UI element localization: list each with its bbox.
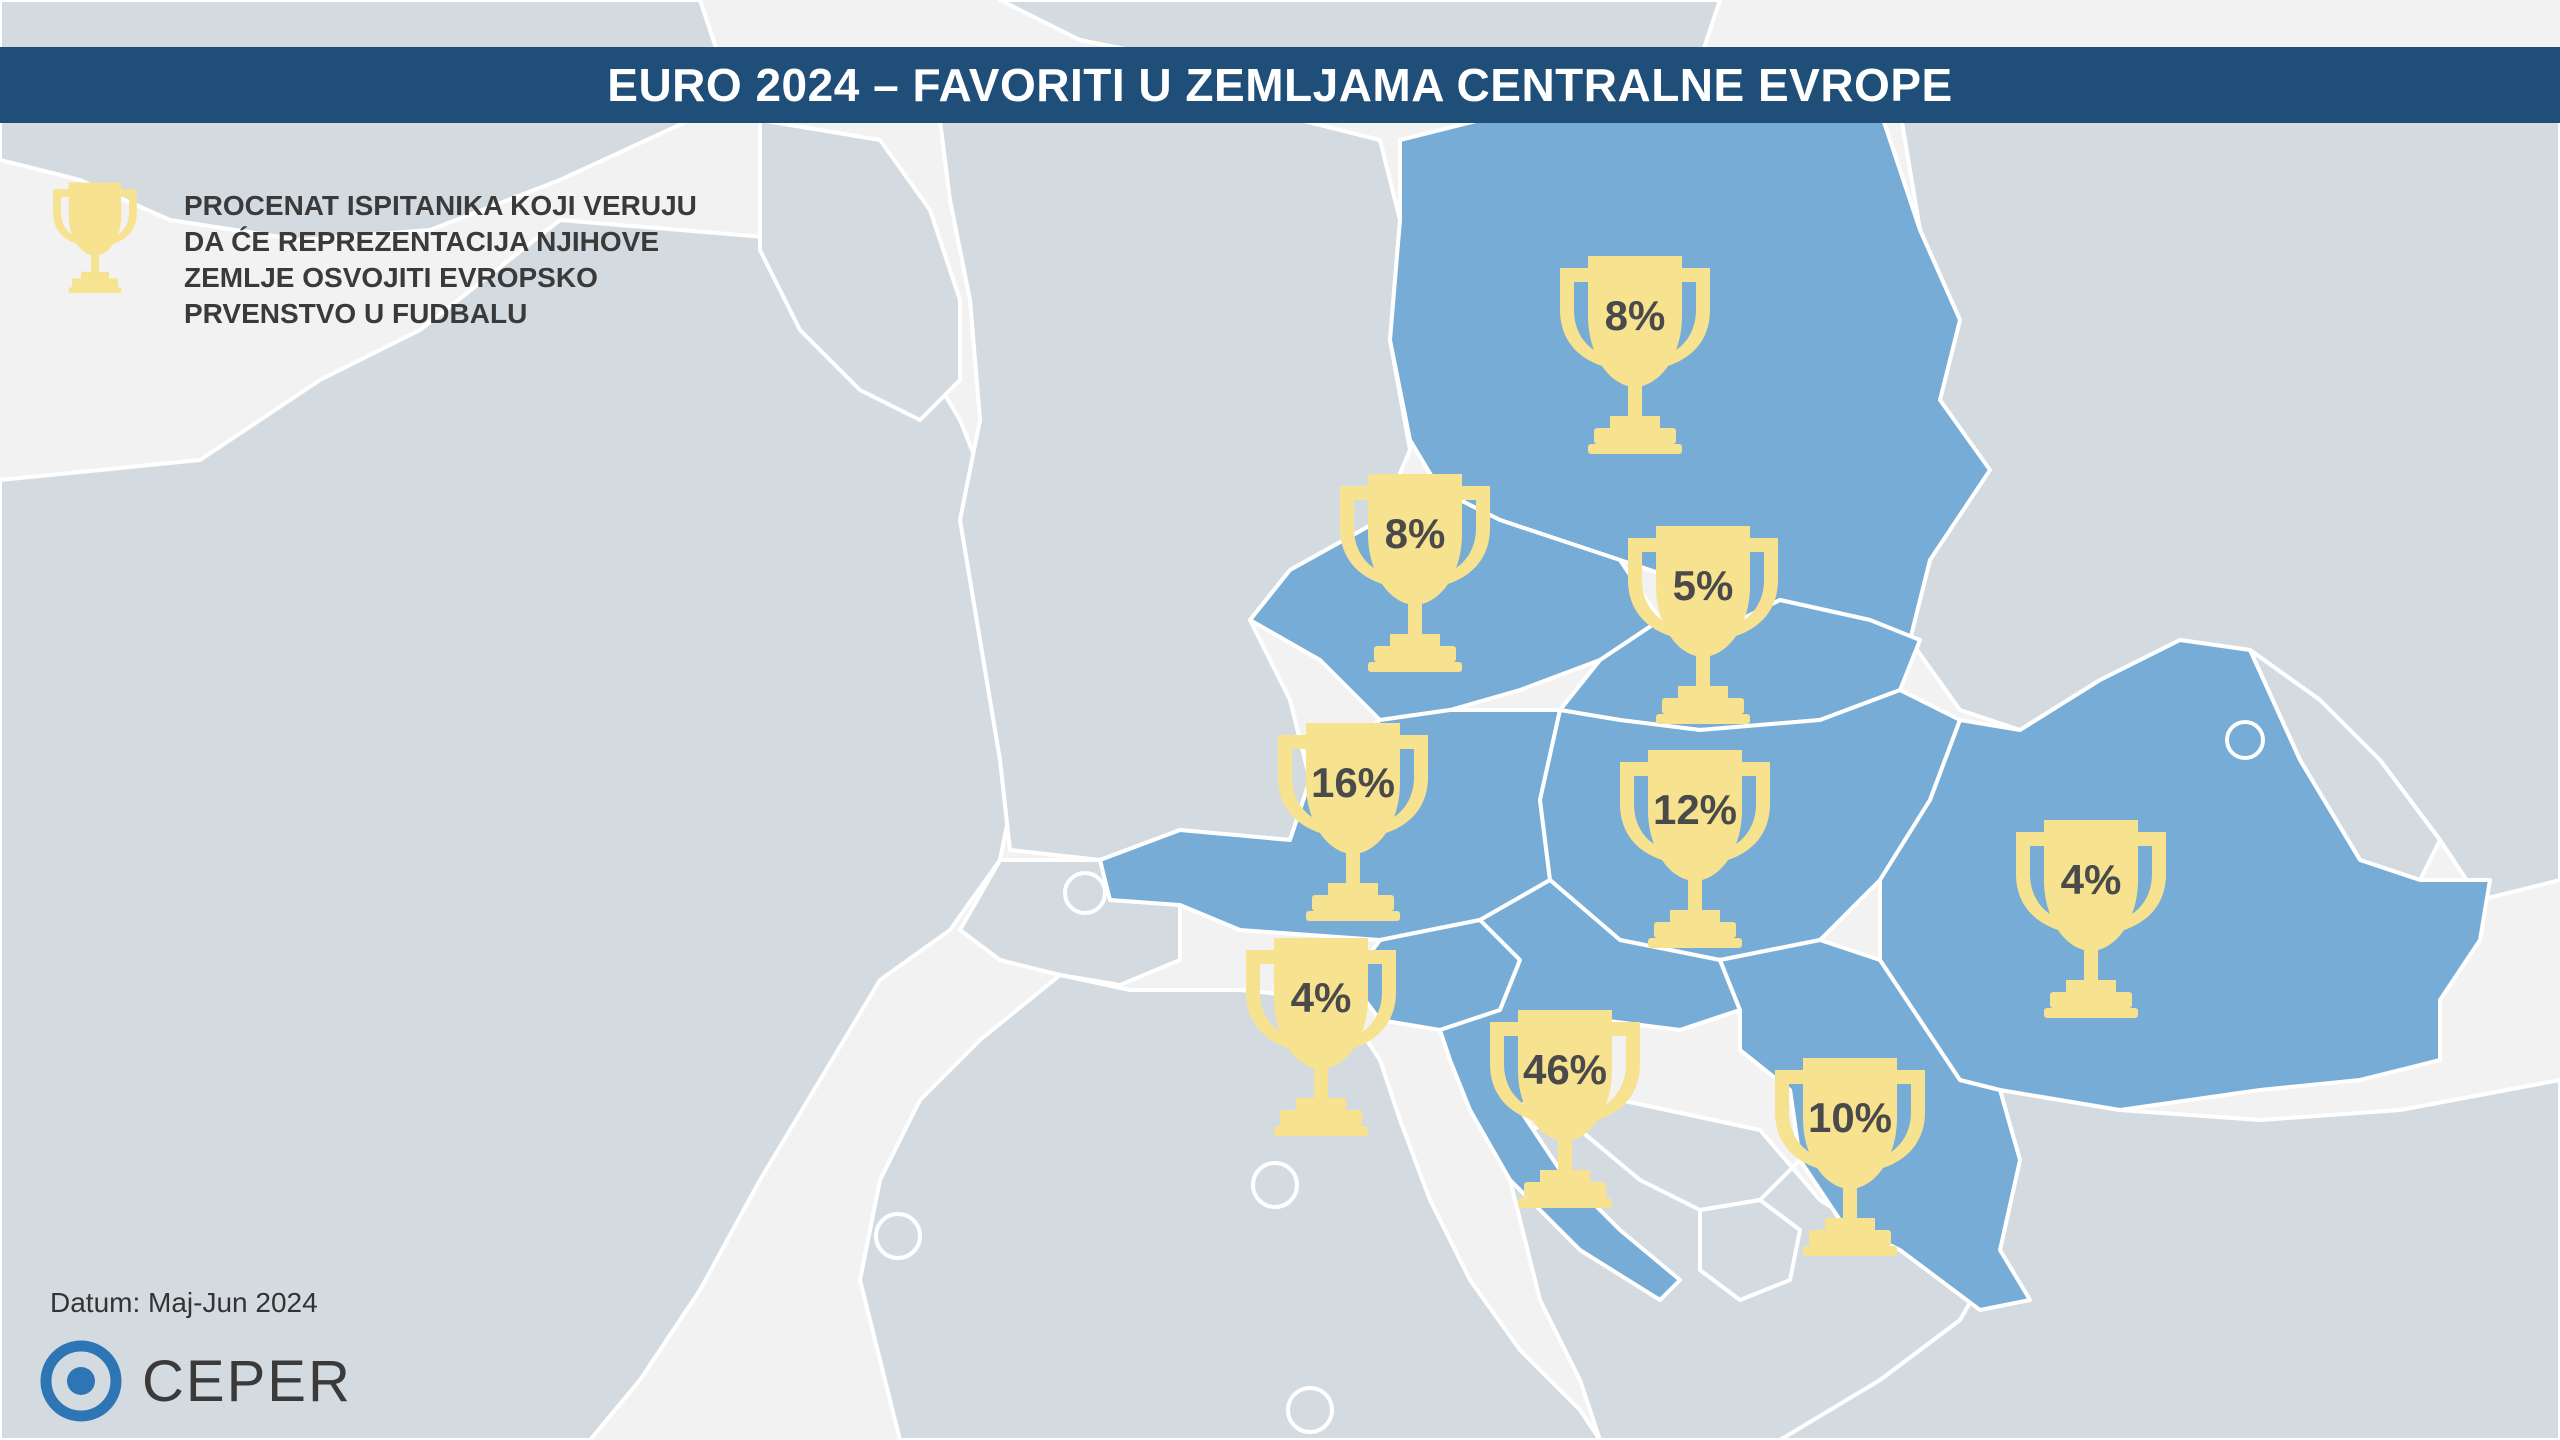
legend-line: PRVENSTVO U FUDBALU	[184, 298, 528, 329]
trophy-icon	[1775, 1058, 1925, 1256]
romania-shape	[1878, 638, 2492, 1112]
trophy-marker-czechia: 8%	[1330, 466, 1500, 681]
trophy-marker-serbia: 10%	[1765, 1050, 1935, 1265]
trophy-icon	[1628, 526, 1778, 724]
title-bar: EURO 2024 – FAVORITI U ZEMLJAMA CENTRALN…	[0, 47, 2560, 123]
percentage-label: 10%	[1807, 1094, 1893, 1141]
balkans-south-region	[1498, 1098, 2002, 1440]
trophy-marker-slovenia: 4%	[1236, 930, 1406, 1145]
trophy-icon	[53, 182, 137, 293]
trophy-marker-slovakia: 5%	[1618, 518, 1788, 733]
ceper-logo: CEPER	[40, 1340, 352, 1422]
city-marker-icon	[1251, 1161, 1299, 1209]
city-marker-icon	[1063, 871, 1107, 915]
legend: PROCENAT ISPITANIKA KOJI VERUJU DA ĆE RE…	[40, 178, 697, 332]
page-title: EURO 2024 – FAVORITI U ZEMLJAMA CENTRALN…	[607, 59, 1953, 111]
percentage-label: 4%	[2060, 856, 2122, 903]
legend-text: PROCENAT ISPITANIKA KOJI VERUJU DA ĆE RE…	[184, 188, 697, 332]
trophy-marker-romania: 4%	[2006, 812, 2176, 1027]
survey-date: Datum: Maj-Jun 2024	[50, 1287, 318, 1318]
percentage-label: 8%	[1384, 510, 1446, 557]
trophy-marker-hungary: 12%	[1610, 742, 1780, 957]
trophy-marker-croatia: 46%	[1480, 1002, 1650, 1217]
percentage-label: 46%	[1522, 1046, 1608, 1093]
legend-line: PROCENAT ISPITANIKA KOJI VERUJU	[184, 190, 697, 221]
percentage-label: 8%	[1604, 292, 1666, 339]
benelux-region	[758, 118, 962, 422]
percentage-label: 5%	[1672, 562, 1734, 609]
city-marker-icon	[1286, 1386, 1334, 1434]
trophy-icon	[1278, 723, 1428, 921]
trophy-icon	[1490, 1010, 1640, 1208]
percentage-label: 16%	[1310, 759, 1396, 806]
logo-text: CEPER	[142, 1348, 352, 1414]
trophy-marker-poland: 8%	[1550, 248, 1720, 463]
montenegro-border	[1698, 1198, 1802, 1302]
legend-line: DA ĆE REPREZENTACIJA NJIHOVE	[184, 226, 660, 257]
trophy-icon	[1560, 256, 1710, 454]
percentage-label: 12%	[1652, 786, 1738, 833]
percentage-label: 4%	[1290, 974, 1352, 1021]
trophy-icon	[1246, 938, 1396, 1136]
city-marker-icon	[2225, 720, 2265, 760]
legend-line: ZEMLJE OSVOJITI EVROPSKO	[184, 262, 598, 293]
trophy-icon	[1340, 474, 1490, 672]
city-marker-icon	[874, 1212, 922, 1260]
ceper-logo-icon	[40, 1340, 122, 1422]
trophy-marker-austria: 16%	[1268, 715, 1438, 930]
trophy-icon	[1620, 750, 1770, 948]
trophy-icon	[2016, 820, 2166, 1018]
